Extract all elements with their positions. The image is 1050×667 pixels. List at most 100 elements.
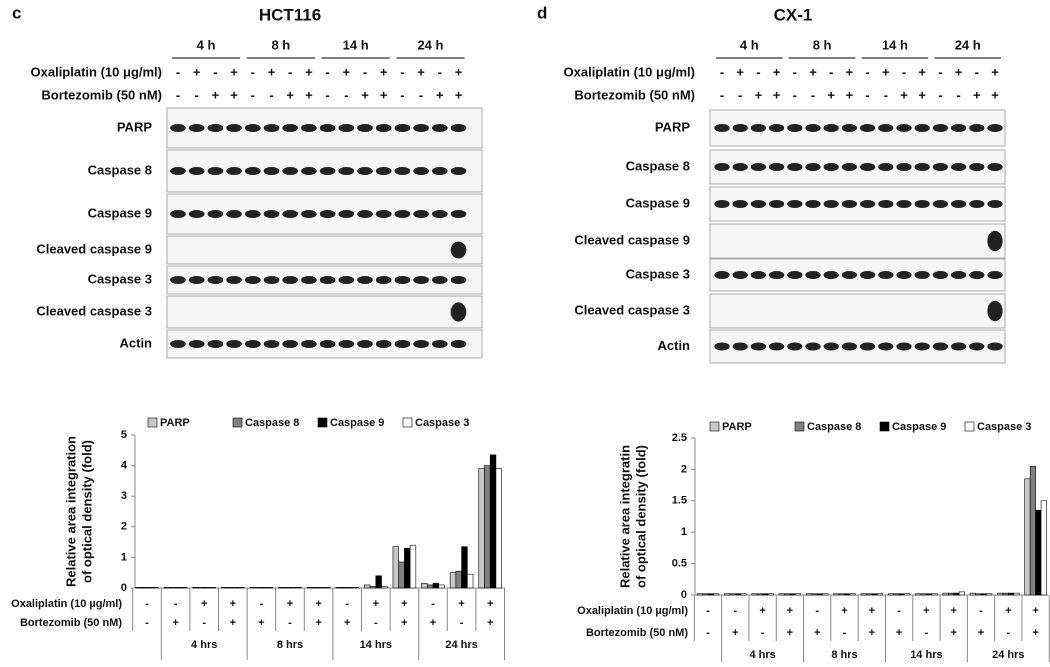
blot-band [394,340,411,348]
blot-band [768,200,785,208]
blot-band [394,167,411,175]
bar [289,587,297,589]
treatment-sign: - [176,64,180,79]
blot-label: Actin [120,335,153,350]
blot-band [950,271,967,279]
blot-band [357,340,373,348]
time-header: 24 h [955,37,981,52]
bar [438,584,445,589]
blot-band [859,200,876,208]
blot-band [338,340,355,348]
blot-band [859,163,876,171]
blot-band [787,200,803,208]
table-sign: - [145,598,149,610]
blot-band [413,276,429,284]
treatment-sign: + [846,64,854,79]
bar [915,593,922,596]
bar [169,587,176,589]
bar [734,593,742,596]
y-axis-label: Relative area integration [63,436,78,587]
table-sign: + [1032,627,1038,639]
blot-label: Actin [658,338,691,353]
bar [838,593,845,596]
table-sign: + [896,627,902,639]
legend-label: Caspase 3 [977,421,1031,433]
bar [1029,465,1036,596]
table-sign: + [869,605,875,617]
blot-band [914,200,930,208]
blot-band [896,163,912,171]
bar [392,546,399,589]
table-sign: + [1005,605,1011,617]
bar [489,454,497,589]
time-header: 14 h [343,37,369,52]
blot-label: Caspase 3 [626,266,690,281]
treatment-sign: + [380,87,388,102]
blot-band [750,200,767,208]
blot-band [338,210,355,218]
blot-band [338,276,355,284]
bar [1035,509,1042,596]
blot-band [932,342,949,351]
bar [947,592,954,596]
blot-band [394,210,411,218]
bar [762,593,769,596]
blot-band [914,342,930,351]
blot-band [338,167,355,175]
y-axis-label: of optical density (fold) [633,445,648,588]
blot-band [319,340,336,348]
blot-band [878,271,894,279]
blot-label: Caspase 8 [88,162,152,177]
legend-swatch [402,417,413,428]
blot-band [987,342,1003,351]
table-sign: + [1032,605,1038,617]
blot-band [932,163,949,171]
treatment-sign: + [918,87,926,102]
table-sign: - [288,617,292,629]
bar [369,586,377,589]
table-sign: + [230,617,236,629]
treatment-sign: - [438,64,442,79]
blot-label: Caspase 3 [88,271,152,286]
treatment-sign: + [736,64,744,79]
table-sign: + [172,617,178,629]
bar [409,544,417,589]
blot-band [357,167,373,175]
blot-band [431,276,448,284]
blot-band [450,276,467,284]
bar [876,593,884,596]
blot-band [950,200,967,208]
blot-label: Cleaved caspase 3 [574,302,690,317]
treatment-sign: + [827,87,835,102]
bar [352,587,359,589]
blot-band [413,167,429,175]
blot-band [787,271,803,279]
blot-band [987,230,1003,252]
table-sign: - [374,617,378,629]
bar [163,587,171,589]
table-sign: + [315,598,321,610]
bar [696,593,703,596]
treatment-sign: + [882,64,890,79]
table-sign: + [487,598,493,610]
table-sign: - [761,627,765,639]
blot-band [301,167,317,175]
y-tick-label: 0.5 [672,558,687,570]
legend-label: Caspase 9 [892,421,946,433]
blot-band [338,124,355,132]
bar [767,593,774,596]
bar [175,587,182,589]
bar [931,593,938,596]
blot-band [896,271,912,279]
y-tick-label: 2.5 [672,432,687,444]
bar [495,468,502,589]
table-sign: - [345,598,349,610]
blot-band [859,271,876,279]
bar [198,587,205,589]
blot-band [750,342,767,351]
table-sign: - [145,617,149,629]
bar [192,587,199,589]
legend-label: Caspase 9 [330,417,384,429]
blot-label: Cleaved caspase 9 [574,232,690,247]
treatment-sign: - [811,87,815,102]
